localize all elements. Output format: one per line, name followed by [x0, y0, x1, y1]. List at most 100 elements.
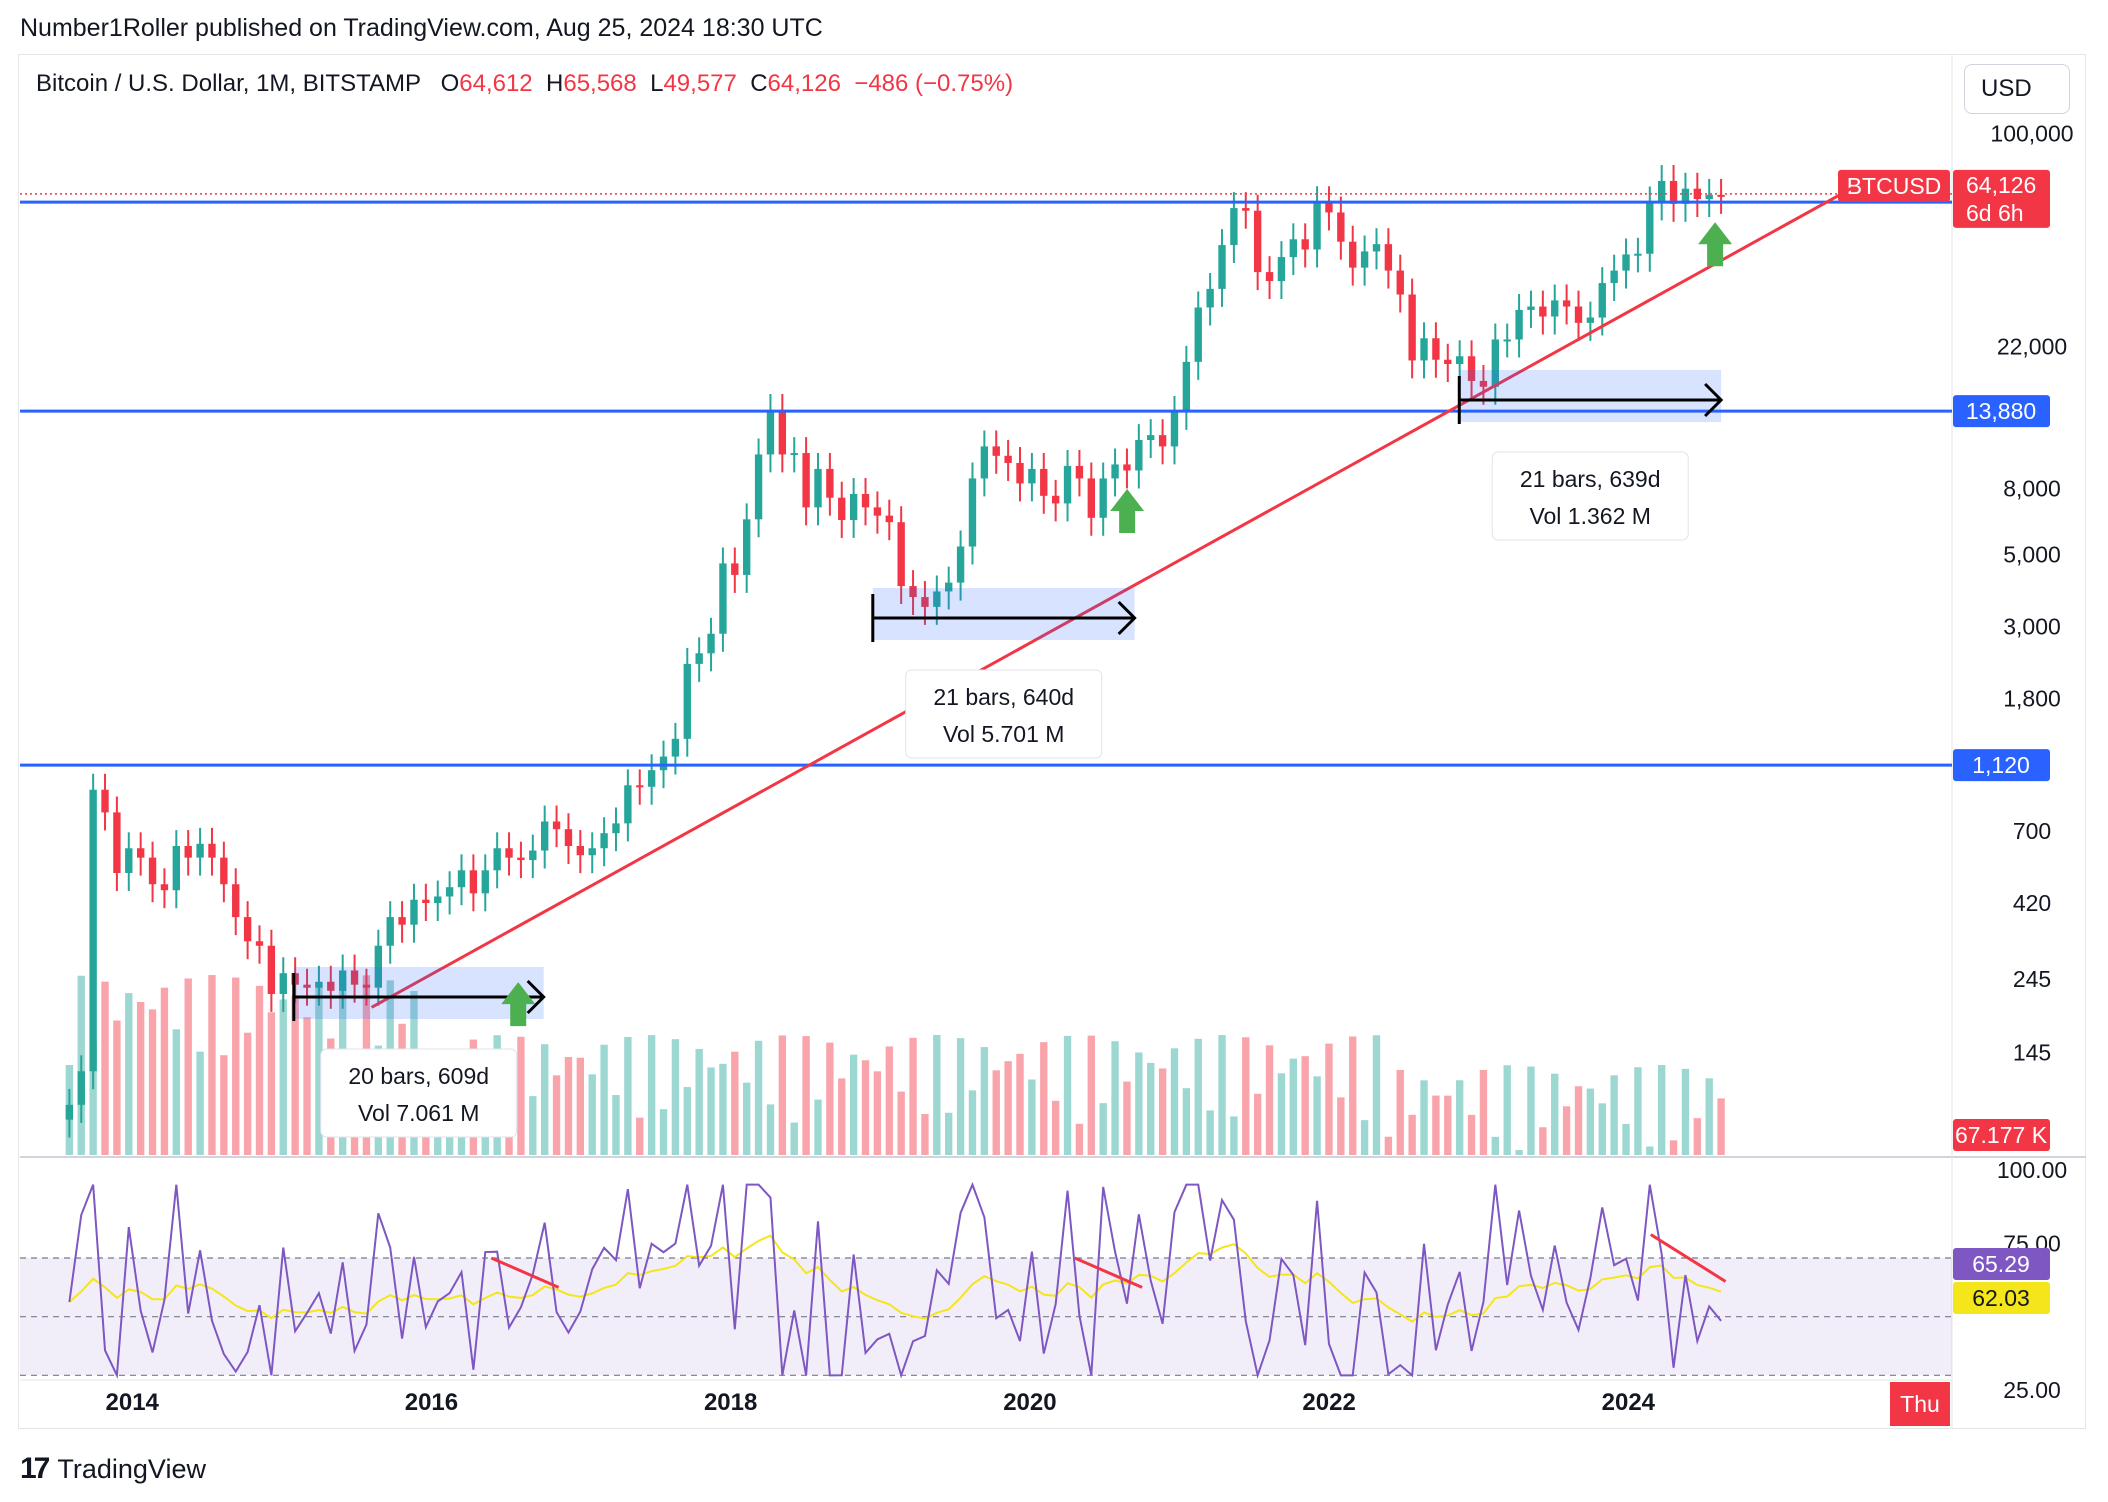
- range-label-bars: 21 bars, 639d: [1520, 466, 1661, 492]
- range-label-box: [1491, 451, 1689, 541]
- candle-body: [77, 1071, 85, 1105]
- volume-bar: [1325, 1043, 1333, 1155]
- chart-frame: [18, 54, 2086, 1429]
- candle-body: [196, 843, 204, 858]
- up-arrow-icon: [1110, 489, 1145, 534]
- range-label-volume: Vol 1.362 M: [1529, 503, 1650, 529]
- volume-bar: [1277, 1073, 1286, 1155]
- open-value: 64,612: [459, 70, 533, 97]
- range-box: [293, 967, 544, 1019]
- volume-bar: [1265, 1045, 1274, 1155]
- volume-bar: [1301, 1056, 1309, 1155]
- tradingview-logo[interactable]: 17 TradingView: [20, 1452, 206, 1486]
- price-axis-tick: 8,000: [2003, 476, 2061, 502]
- candle-body: [1455, 356, 1464, 365]
- time-axis-tick: 2016: [405, 1389, 458, 1416]
- candle: [410, 883, 418, 943]
- volume-bar: [1491, 1136, 1500, 1155]
- candle: [77, 1055, 85, 1123]
- volume-bar: [148, 1009, 157, 1155]
- candle: [1075, 449, 1084, 497]
- volume-bar: [1432, 1095, 1440, 1155]
- volume-bar: [1539, 1127, 1547, 1155]
- candle: [1087, 462, 1095, 536]
- volume-bar: [802, 1036, 810, 1155]
- candle-body: [1123, 464, 1131, 471]
- candle: [1135, 424, 1143, 489]
- volume-bar: [1479, 1069, 1488, 1155]
- time-axis-tick: 2024: [1602, 1389, 1656, 1416]
- candle-body: [1111, 464, 1119, 479]
- candle: [980, 430, 989, 497]
- candle: [1028, 453, 1036, 502]
- candle: [873, 491, 882, 534]
- candle: [422, 883, 430, 922]
- candle-body: [612, 823, 620, 834]
- volume-bar: [89, 1042, 97, 1155]
- tradingview-logo-icon: 17: [20, 1452, 50, 1485]
- candle-body: [1170, 411, 1179, 447]
- candle-body: [743, 519, 751, 575]
- volume-bar: [838, 1078, 846, 1155]
- candle-body: [1349, 241, 1357, 268]
- up-arrow-icon: [501, 982, 536, 1027]
- candle: [362, 968, 371, 1006]
- candle: [1527, 290, 1535, 328]
- candle: [89, 773, 97, 1090]
- volume-bar: [647, 1035, 656, 1155]
- candle: [1206, 272, 1214, 326]
- candle: [1574, 290, 1583, 341]
- candle-body: [754, 454, 763, 520]
- volume-bar: [1253, 1093, 1262, 1155]
- candle: [279, 957, 287, 1012]
- candle: [612, 807, 620, 852]
- candle: [1265, 256, 1274, 300]
- candle: [303, 968, 311, 1006]
- price-axis-tick: 700: [2013, 818, 2051, 844]
- volume-bar: [1444, 1095, 1452, 1155]
- volume-bar: [1408, 1114, 1416, 1155]
- candle-body: [1253, 210, 1262, 273]
- candle-body: [1515, 309, 1523, 340]
- candle: [1051, 479, 1060, 522]
- volume-bar: [1028, 1079, 1036, 1155]
- volume-bar: [659, 1109, 668, 1155]
- current-price-text: 64,126: [1966, 172, 2036, 198]
- volume-bar: [754, 1040, 763, 1155]
- candle-body: [1693, 188, 1702, 200]
- volume-bar: [1622, 1123, 1630, 1155]
- candle-body: [445, 887, 454, 897]
- volume-bar: [1099, 1103, 1107, 1155]
- price-axis-tick: 1,800: [2003, 685, 2061, 711]
- candle-body: [267, 945, 276, 994]
- volume-bar: [1123, 1081, 1131, 1155]
- rsi-divergence-line: [1649, 1233, 1727, 1283]
- candle-body: [933, 591, 941, 607]
- candle-body: [671, 738, 680, 757]
- volume-bar: [778, 1035, 787, 1155]
- candle-body: [1598, 283, 1606, 318]
- candle-body: [707, 633, 715, 654]
- candle-body: [1503, 339, 1511, 342]
- cursor-time-badge: [1890, 1382, 1950, 1426]
- candle: [1360, 235, 1369, 286]
- volume-bar: [279, 999, 287, 1155]
- candle-body: [1277, 257, 1286, 282]
- candle-body: [1420, 338, 1428, 361]
- candle-body: [386, 917, 394, 946]
- volume-bar: [897, 1091, 905, 1155]
- price-axis-tick: 420: [2013, 890, 2051, 916]
- low-value: 49,577: [663, 70, 737, 97]
- volume-bar: [624, 1036, 632, 1155]
- candle: [1562, 284, 1571, 325]
- symbol-name[interactable]: Bitcoin / U.S. Dollar, 1M, BITSTAMP: [36, 70, 421, 97]
- range-arrowhead: [526, 979, 546, 1015]
- currency-button[interactable]: USD: [1964, 64, 2070, 114]
- candle-body: [1669, 180, 1678, 204]
- volume-bar: [1242, 1037, 1250, 1155]
- candle-body: [481, 870, 489, 894]
- volume-bar: [1657, 1065, 1666, 1155]
- candle: [1444, 343, 1452, 382]
- volume-bar: [1396, 1069, 1404, 1155]
